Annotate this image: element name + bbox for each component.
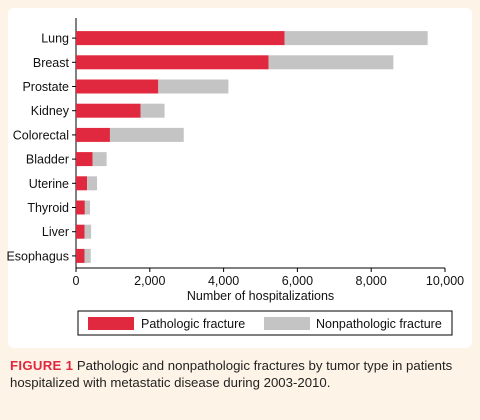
category-label: Breast [33, 56, 70, 70]
bar-prostate-pathologic [76, 79, 159, 94]
legend-label: Nonpathologic fracture [316, 317, 442, 331]
category-label: Kidney [31, 104, 70, 118]
bar-colorectal-nonpathologic [109, 127, 184, 142]
bar-bladder-nonpathologic [92, 152, 107, 167]
x-tick-label: 10,000 [426, 274, 464, 288]
category-label: Bladder [26, 153, 69, 167]
bar-bladder-pathologic [76, 152, 93, 167]
legend-label: Pathologic fracture [141, 317, 245, 331]
bar-uterine-nonpathologic [87, 176, 98, 191]
legend-box [77, 310, 453, 336]
figure-label: FIGURE 1 [10, 358, 74, 373]
category-label: Uterine [29, 177, 69, 191]
category-label: Esophagus [6, 249, 69, 263]
bar-colorectal-pathologic [76, 127, 110, 142]
bar-liver-pathologic [76, 224, 85, 239]
bar-breast-pathologic [76, 55, 269, 70]
bar-kidney-pathologic [76, 103, 141, 118]
stacked-bar-chart: Lung Breast Prostate Kidney Colorectal Bladde… [6, 18, 464, 336]
legend-swatch [264, 317, 310, 330]
bar-uterine-pathologic [76, 176, 88, 191]
figure-caption: FIGURE 1 Pathologic and nonpathologic fr… [10, 357, 472, 391]
x-tick-label: 6,000 [282, 274, 313, 288]
category-label: Prostate [22, 80, 69, 94]
category-label: Lung [41, 32, 69, 46]
bar-lung-nonpathologic [284, 31, 428, 46]
x-axis-title: Number of hospitalizations [187, 289, 334, 303]
bar-esophagus-nonpathologic [84, 248, 91, 263]
bar-lung-pathologic [76, 31, 285, 46]
x-tick-label: 0 [73, 274, 80, 288]
category-label: Thyroid [27, 201, 69, 215]
category-label: Colorectal [13, 128, 69, 142]
legend-swatch [88, 317, 134, 330]
bar-kidney-nonpathologic [140, 103, 165, 118]
x-tick-label: 4,000 [208, 274, 239, 288]
bar-breast-nonpathologic [268, 55, 394, 70]
x-tick-label: 8,000 [356, 274, 387, 288]
bar-prostate-nonpathologic [158, 79, 229, 94]
bar-thyroid-pathologic [76, 200, 85, 215]
caption-text: Pathologic and nonpathologic fractures b… [10, 358, 453, 390]
bar-esophagus-pathologic [76, 248, 85, 263]
bar-thyroid-nonpathologic [84, 200, 91, 215]
category-label: Liver [42, 225, 69, 239]
bar-liver-nonpathologic [84, 224, 92, 239]
x-tick-label: 2,000 [134, 274, 165, 288]
